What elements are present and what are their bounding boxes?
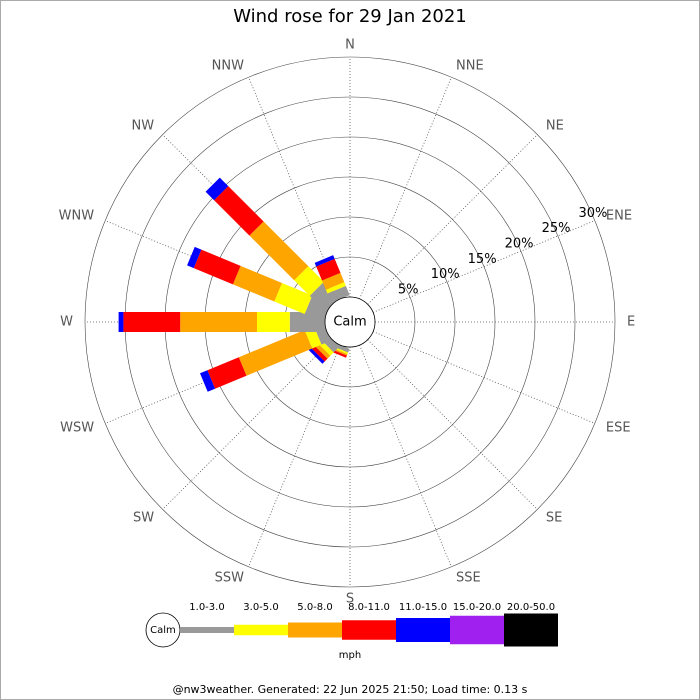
direction-label: NNE — [456, 59, 484, 74]
legend-swatch — [342, 620, 396, 640]
bar-segment — [180, 312, 257, 332]
spoke — [372, 331, 595, 424]
bar-segment — [207, 357, 247, 389]
bar-segment — [322, 272, 345, 290]
bar-segment — [310, 344, 328, 362]
bar-segment — [257, 312, 290, 332]
legend-label: 3.0-5.0 — [243, 602, 278, 613]
spoke — [367, 339, 538, 510]
direction-label: W — [60, 315, 73, 330]
legend-swatch — [234, 624, 288, 636]
bar-segment — [123, 312, 181, 332]
bar-segment — [232, 265, 282, 302]
r-tick-label: 5% — [398, 282, 419, 297]
bar-segment — [200, 370, 216, 392]
direction-label: SW — [133, 510, 154, 525]
direction-label: S — [346, 592, 354, 607]
direction-label: ESE — [606, 421, 631, 436]
legend-swatch — [288, 622, 342, 638]
legend-label: 8.0-11.0 — [348, 602, 390, 613]
legend-swatch — [180, 627, 234, 633]
legend-label: 11.0-15.0 — [399, 602, 447, 613]
bar-segment — [294, 266, 324, 296]
calm-circle — [324, 296, 376, 348]
chart-title: Wind rose for 29 Jan 2021 — [233, 6, 467, 27]
direction-label: SE — [546, 510, 562, 525]
r-tick-label: 15% — [468, 252, 497, 267]
legend-swatch — [450, 615, 504, 645]
spoke — [359, 344, 452, 567]
bar-segment — [187, 246, 202, 269]
spoke — [162, 339, 333, 510]
bar-segment — [214, 186, 264, 236]
direction-label: WSW — [60, 421, 94, 436]
ring — [84, 56, 616, 588]
direction-label: NE — [546, 119, 564, 134]
spoke — [367, 134, 538, 305]
direction-label: N — [345, 38, 355, 53]
legend-label: 5.0-8.0 — [297, 602, 332, 613]
bar-segment — [308, 347, 325, 364]
bar-segment — [325, 282, 346, 294]
legend-label: 20.0-50.0 — [507, 602, 555, 613]
calm-label: Calm — [333, 315, 366, 330]
bar-segment — [309, 281, 340, 312]
spoke — [359, 77, 452, 300]
bar-segment — [314, 255, 335, 267]
direction-label: WNW — [59, 208, 95, 223]
footer: @nw3weather. Generated: 22 Jun 2025 21:5… — [173, 683, 528, 696]
r-tick-label: 30% — [579, 206, 608, 221]
legend-swatch — [504, 613, 558, 647]
spoke — [248, 344, 341, 567]
legend-unit: mph — [339, 650, 361, 661]
bar-segment — [205, 177, 229, 201]
legend-label: 1.0-3.0 — [189, 602, 224, 613]
spoke — [372, 220, 595, 313]
r-tick-label: 10% — [431, 267, 460, 282]
legend-label: 15.0-20.0 — [453, 602, 501, 613]
legend-swatch — [396, 618, 450, 642]
bar-segment — [238, 329, 313, 376]
bar-segment — [316, 258, 341, 281]
direction-label: NW — [132, 119, 155, 134]
bar-segment — [274, 282, 313, 315]
bar-segment — [249, 221, 309, 281]
direction-label: SSW — [215, 570, 245, 585]
direction-label: SSE — [456, 570, 481, 585]
bar-segment — [193, 249, 241, 285]
direction-label: ENE — [606, 208, 632, 223]
r-tick-label: 25% — [542, 221, 571, 236]
direction-label: E — [627, 315, 635, 330]
direction-label: NNW — [212, 59, 244, 74]
legend-calm-label: Calm — [150, 625, 176, 636]
bar-segment — [118, 312, 124, 332]
bar-segment — [327, 285, 350, 303]
r-tick-label: 20% — [505, 236, 534, 251]
